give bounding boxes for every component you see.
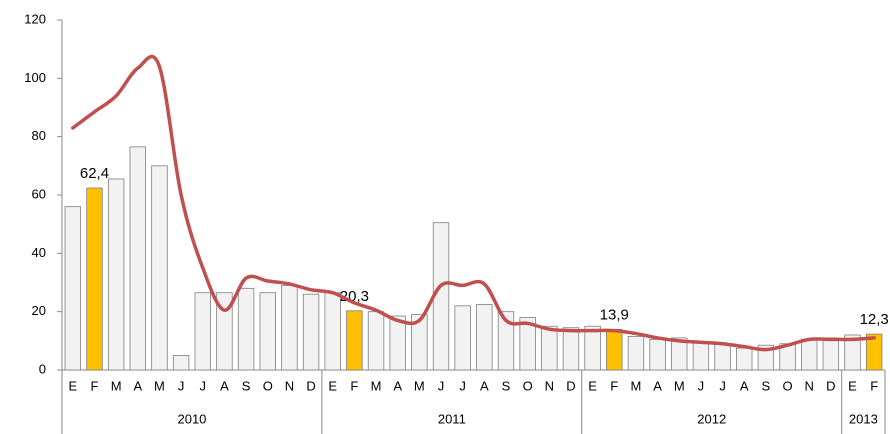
x-tick-label: E (68, 378, 77, 393)
bar (801, 338, 818, 371)
x-tick-label: J (200, 378, 207, 393)
bar (649, 338, 666, 371)
group-label: 2010 (177, 411, 206, 426)
line (71, 54, 876, 352)
x-tick-label: N (545, 378, 554, 393)
bar (519, 317, 536, 371)
bar (822, 337, 840, 371)
x-tick-label: D (566, 378, 575, 393)
x-tick-label: E (588, 378, 597, 393)
x-tick-label: F (91, 378, 99, 393)
y-tick-label: 80 (32, 128, 46, 143)
x-tick-label: N (805, 378, 814, 393)
x-tick-label: F (870, 378, 878, 393)
x-tick-label: A (653, 378, 662, 393)
bar (86, 187, 103, 371)
bar (476, 303, 493, 371)
group-label: 2012 (697, 411, 726, 426)
bar (281, 285, 298, 371)
x-tick-label: A (393, 378, 402, 393)
x-tick-label: E (848, 378, 857, 393)
bar (64, 206, 82, 371)
y-tick-label: 100 (24, 70, 46, 85)
bar (736, 347, 753, 371)
bar (411, 314, 428, 371)
value-label: 12,3 (860, 311, 889, 328)
y-tick-label: 0 (39, 361, 46, 376)
x-tick-label: F (610, 378, 618, 393)
bar (259, 292, 276, 371)
bar (757, 344, 775, 371)
bar (497, 311, 515, 371)
x-tick-label: J (459, 378, 466, 393)
x-tick-label: M (111, 378, 122, 393)
x-tick-label: N (285, 378, 294, 393)
x-tick-label: S (762, 378, 771, 393)
bar (865, 333, 883, 371)
x-tick-label: O (263, 378, 273, 393)
bar (237, 287, 255, 371)
y-tick-label: 20 (32, 303, 46, 318)
x-tick-label: D (826, 378, 835, 393)
x-tick-label: A (220, 378, 229, 393)
bar (541, 325, 558, 371)
bar (562, 327, 580, 371)
bar (324, 292, 341, 371)
x-tick-label: J (438, 378, 445, 393)
y-tick-label: 60 (32, 186, 46, 201)
x-tick-label: D (306, 378, 315, 393)
x-tick-label: J (698, 378, 705, 393)
y-tick-label: 120 (24, 11, 46, 26)
bar (844, 334, 861, 371)
bar (671, 337, 688, 371)
x-tick-label: A (740, 378, 749, 393)
value-label: 13,9 (600, 306, 629, 323)
bar (606, 329, 623, 371)
bar (692, 341, 710, 371)
bar (107, 178, 125, 371)
x-tick-label: O (782, 378, 792, 393)
x-tick-label: A (480, 378, 489, 393)
x-tick-label: E (328, 378, 337, 393)
group-label: 2011 (438, 411, 466, 426)
x-tick-label: M (631, 378, 642, 393)
y-tick-label: 40 (32, 245, 46, 260)
x-tick-label: F (350, 378, 358, 393)
bar (627, 336, 645, 371)
x-tick-label: S (242, 378, 251, 393)
bar (346, 310, 363, 371)
x-tick-label: A (133, 378, 142, 393)
bar (389, 315, 406, 371)
x-tick-label: J (719, 378, 726, 393)
group-label: 2013 (849, 411, 878, 426)
bar (454, 305, 471, 371)
bar (172, 355, 190, 371)
value-label: 62,4 (80, 165, 109, 182)
x-tick-label: M (154, 378, 165, 393)
bar (129, 146, 146, 371)
x-tick-label: M (371, 378, 382, 393)
x-tick-label: S (502, 378, 511, 393)
x-tick-label: M (414, 378, 425, 393)
x-tick-label: M (674, 378, 685, 393)
bar (367, 311, 385, 371)
bar (216, 292, 233, 371)
bar (151, 165, 168, 371)
bar (714, 343, 731, 371)
x-tick-label: J (178, 378, 185, 393)
bar (584, 325, 601, 371)
x-tick-label: O (523, 378, 533, 393)
bar (194, 292, 211, 371)
bar (302, 293, 320, 371)
